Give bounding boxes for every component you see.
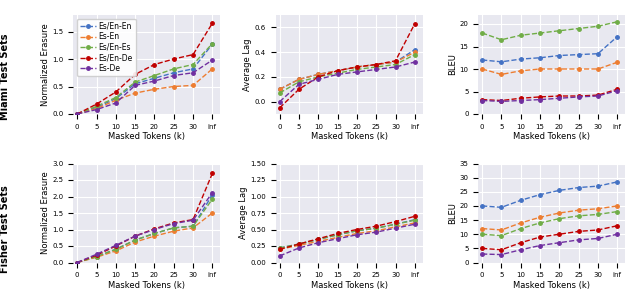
- Es/En-De: [74, 112, 81, 116]
- Line: Es/En-Es: Es/En-Es: [76, 42, 214, 116]
- Es/En-En: [170, 71, 177, 75]
- Line: Es-En: Es-En: [76, 67, 214, 116]
- Es/En-Es: [93, 105, 100, 108]
- Es-En: [131, 91, 139, 95]
- Es/En-En: [189, 67, 197, 71]
- Es/En-Es: [170, 67, 177, 71]
- Text: Fisher Test Sets: Fisher Test Sets: [0, 185, 10, 273]
- Es/En-De: [209, 21, 216, 25]
- Y-axis label: Average Lag: Average Lag: [243, 38, 252, 91]
- Es/En-De: [170, 57, 177, 61]
- Es/En-En: [74, 112, 81, 116]
- Es/En-Es: [150, 74, 158, 77]
- X-axis label: Masked Tokens (k): Masked Tokens (k): [310, 132, 388, 142]
- Es-En: [189, 84, 197, 87]
- Es/En-Es: [189, 63, 197, 66]
- Legend: Es/En-En, Es-En, Es/En-Es, Es/En-De, Es-De: Es/En-En, Es-En, Es/En-Es, Es/En-De, Es-…: [77, 19, 136, 76]
- Es-De: [112, 101, 120, 105]
- Y-axis label: BLEU: BLEU: [448, 202, 457, 224]
- Es/En-Es: [112, 96, 120, 99]
- Es-De: [131, 84, 139, 87]
- Es-De: [209, 58, 216, 62]
- Y-axis label: Average Lag: Average Lag: [239, 187, 248, 239]
- Es/En-De: [131, 73, 139, 76]
- Y-axis label: Normalized Erasure: Normalized Erasure: [40, 23, 50, 106]
- Es/En-Es: [74, 112, 81, 116]
- Es/En-De: [150, 63, 158, 66]
- Es/En-En: [209, 42, 216, 46]
- Es/En-En: [150, 77, 158, 80]
- Es-De: [189, 71, 197, 75]
- Es/En-De: [112, 90, 120, 94]
- X-axis label: Masked Tokens (k): Masked Tokens (k): [310, 281, 388, 290]
- Y-axis label: BLEU: BLEU: [448, 54, 457, 75]
- Es-En: [74, 112, 81, 116]
- Text: Miami Test Sets: Miami Test Sets: [0, 33, 10, 120]
- Es/En-Es: [131, 80, 139, 84]
- Es/En-De: [189, 53, 197, 56]
- X-axis label: Masked Tokens (k): Masked Tokens (k): [108, 281, 185, 290]
- Es-De: [170, 74, 177, 77]
- Es/En-Es: [209, 42, 216, 45]
- Es-En: [150, 88, 158, 91]
- Es-En: [170, 85, 177, 88]
- Es/En-En: [131, 82, 139, 86]
- Line: Es/En-De: Es/En-De: [76, 22, 214, 116]
- Es-En: [209, 67, 216, 71]
- Line: Es/En-En: Es/En-En: [76, 42, 214, 116]
- Es-De: [93, 108, 100, 111]
- Es/En-De: [93, 102, 100, 106]
- Es/En-En: [93, 106, 100, 109]
- Es-De: [74, 112, 81, 116]
- Line: Es-De: Es-De: [76, 58, 214, 116]
- X-axis label: Masked Tokens (k): Masked Tokens (k): [513, 132, 590, 142]
- Es-De: [150, 79, 158, 83]
- Es/En-En: [112, 97, 120, 100]
- Y-axis label: Normalized Erasure: Normalized Erasure: [40, 172, 50, 254]
- Es-En: [93, 107, 100, 110]
- X-axis label: Masked Tokens (k): Masked Tokens (k): [108, 132, 185, 142]
- X-axis label: Masked Tokens (k): Masked Tokens (k): [513, 281, 590, 290]
- Es-En: [112, 99, 120, 102]
